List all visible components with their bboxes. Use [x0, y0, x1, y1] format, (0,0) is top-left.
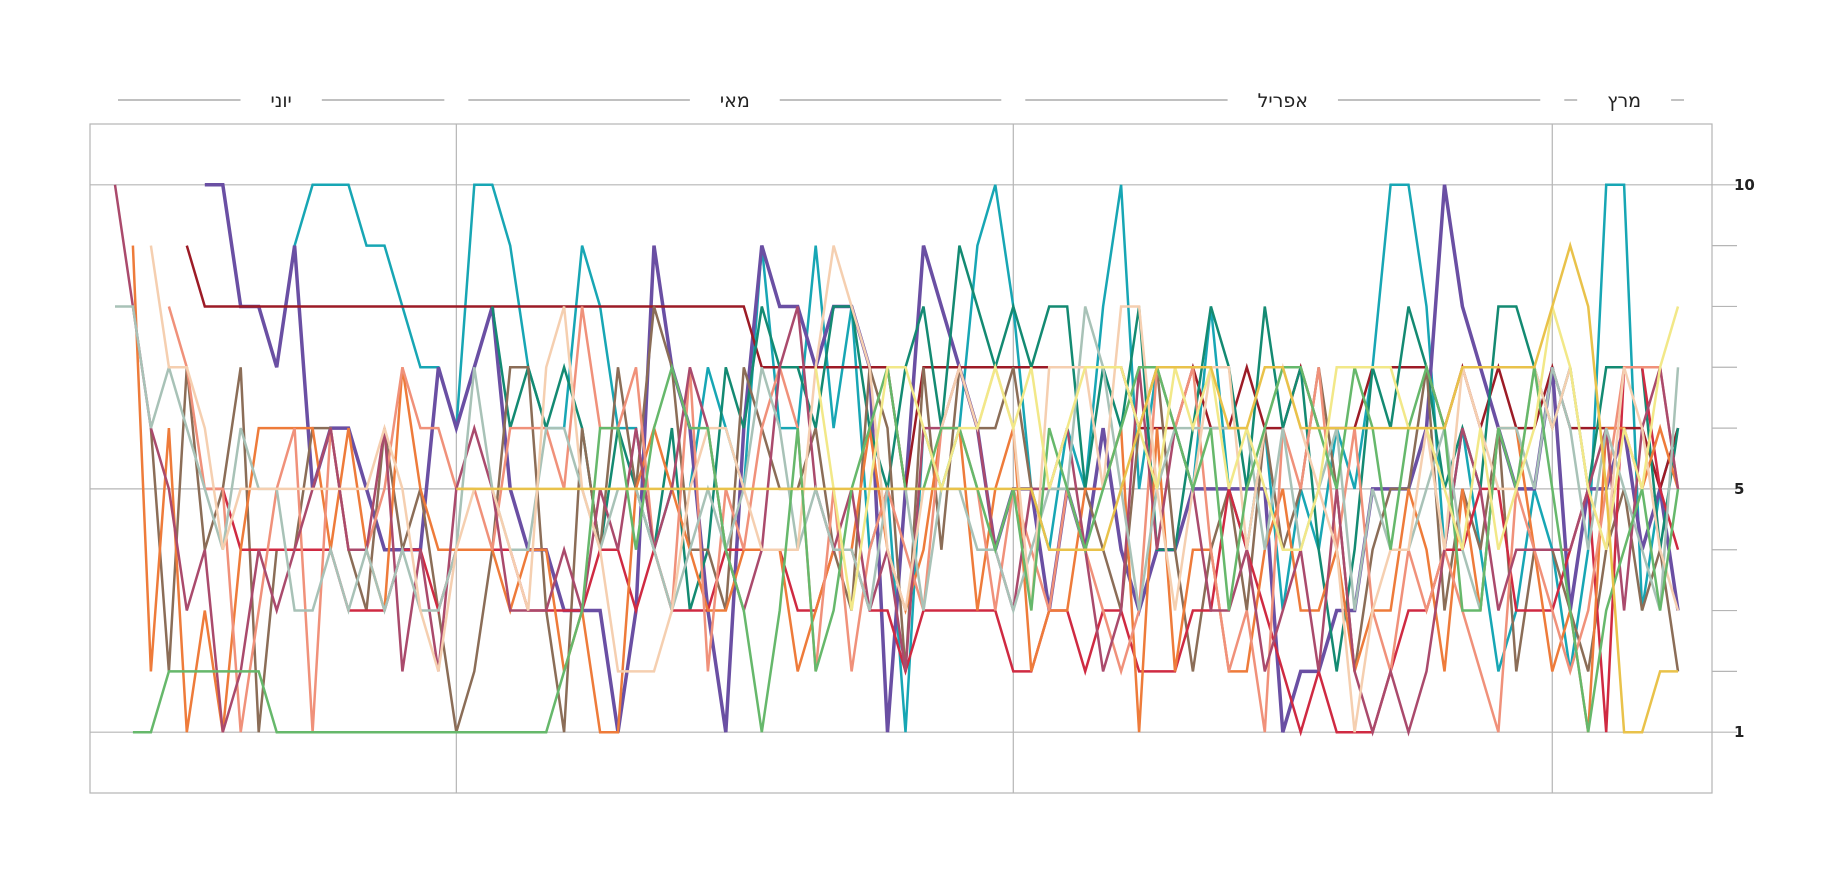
- series-lines: [113, 183, 1680, 737]
- y-tick-label: 10: [1734, 176, 1755, 194]
- series-line-13: [456, 241, 1678, 734]
- month-label-2: מאי: [720, 90, 750, 112]
- month-label-3: יוני: [271, 90, 292, 112]
- month-header: מרץ אפריל מאי יוני: [118, 90, 1684, 112]
- series-line-1: [204, 183, 1680, 733]
- series-line-4: [149, 306, 1680, 733]
- plot-border: [89, 123, 1713, 794]
- chart-frame: [89, 123, 1713, 794]
- month-label-0: מרץ: [1607, 90, 1641, 112]
- y-tick-label: 1: [1734, 723, 1744, 741]
- series-line-10: [149, 245, 1680, 733]
- series-line-8: [113, 184, 1680, 737]
- y-tick-label: 5: [1734, 480, 1744, 498]
- month-label-1: אפריל: [1258, 90, 1308, 112]
